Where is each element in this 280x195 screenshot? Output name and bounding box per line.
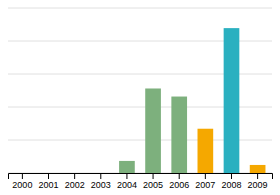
x-tick-label: 2005	[143, 180, 163, 190]
x-tick-label: 2003	[91, 180, 111, 190]
x-tick-label: 2006	[169, 180, 189, 190]
bar	[145, 88, 161, 173]
x-tick	[153, 173, 154, 179]
x-tick-group: 2004	[117, 173, 137, 190]
x-tick	[22, 173, 23, 179]
x-tick	[179, 173, 180, 179]
x-tick-group: 2003	[91, 173, 111, 190]
chart-container: 2000 2001 2002 2003 2004 2005 2006 2007 2008 2009	[0, 0, 280, 195]
x-axis: 2000 2001 2002 2003 2004 2005 2006 2007 2008 2009	[9, 173, 273, 190]
x-tick-label: 2007	[195, 180, 215, 190]
x-tick-group: 2009	[248, 173, 268, 190]
bar	[171, 97, 187, 173]
x-tick-label: 2001	[38, 180, 58, 190]
bar	[224, 28, 240, 173]
bar	[93, 173, 109, 174]
x-tick	[257, 173, 258, 179]
x-tick	[126, 173, 127, 179]
x-tick	[205, 173, 206, 179]
x-tick	[231, 173, 232, 179]
bar	[119, 161, 135, 173]
bar	[250, 165, 266, 173]
x-tick-label: 2002	[65, 180, 85, 190]
chart-svg: 2000 2001 2002 2003 2004 2005 2006 2007 2008 2009	[0, 0, 280, 195]
x-tick-group: 2002	[65, 173, 85, 190]
grid-line	[8, 8, 272, 9]
grid	[8, 8, 272, 173]
x-tick-group: 2000	[12, 173, 32, 190]
plot: 2000 2001 2002 2003 2004 2005 2006 2007 2008 2009	[8, 8, 273, 190]
x-tick-label: 2009	[248, 180, 268, 190]
x-tick-group: 2006	[169, 173, 189, 190]
bar	[41, 173, 57, 174]
bar	[67, 173, 83, 174]
x-tick	[74, 173, 75, 179]
x-tick-group: 2005	[143, 173, 163, 190]
bar	[198, 129, 214, 173]
x-tick-group: 2008	[221, 173, 241, 190]
x-axis-line	[9, 174, 273, 180]
x-tick-label: 2008	[221, 180, 241, 190]
x-tick-group: 2007	[195, 173, 215, 190]
x-tick	[48, 173, 49, 179]
bar	[15, 173, 31, 174]
x-tick	[100, 173, 101, 179]
bars	[119, 28, 265, 173]
x-tick-label: 2004	[117, 180, 137, 190]
x-tick-label: 2000	[12, 180, 32, 190]
x-tick-group: 2001	[38, 173, 58, 190]
